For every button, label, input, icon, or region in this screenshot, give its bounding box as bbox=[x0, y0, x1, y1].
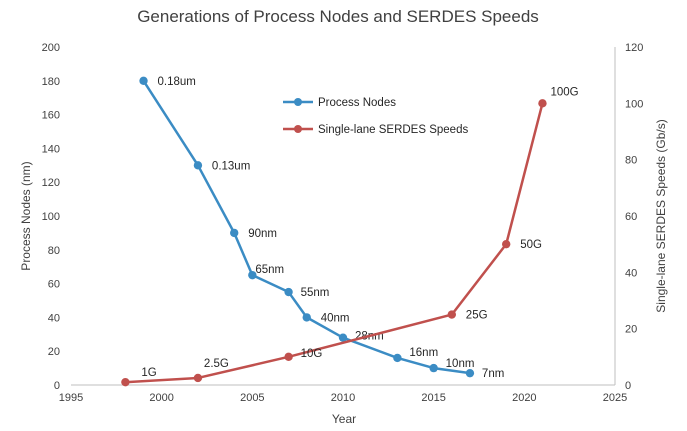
chart-title: Generations of Process Nodes and SERDES … bbox=[137, 7, 539, 26]
x-tick-labels: 1995 2000 2005 2010 2015 2020 2025 bbox=[59, 392, 627, 404]
legend-label-process-nodes: Process Nodes bbox=[318, 97, 396, 109]
y-right-tick-label: 120 bbox=[625, 42, 643, 54]
data-point bbox=[284, 287, 293, 297]
data-point bbox=[393, 353, 402, 363]
y-left-tick-labels: 0 20 40 60 80 100 120 140 160 180 200 bbox=[42, 42, 60, 392]
x-tick-label: 2000 bbox=[149, 392, 173, 404]
series-process-nodes: 0.18um0.13um90nm65nm55nm40nm28nm16nm10nm… bbox=[139, 76, 504, 380]
y-right-axis-label: Single-lane SERDES Speeds (Gb/s) bbox=[654, 119, 668, 312]
data-label: 0.13um bbox=[212, 160, 250, 172]
axes bbox=[71, 47, 616, 386]
series-line bbox=[125, 103, 544, 384]
data-point bbox=[284, 352, 293, 362]
y-left-axis-label: Process Nodes (nm) bbox=[19, 161, 33, 270]
y-left-tick-label: 120 bbox=[42, 177, 60, 189]
data-label: 0.18um bbox=[158, 76, 196, 88]
y-left-tick-label: 140 bbox=[42, 143, 60, 155]
data-point bbox=[465, 368, 475, 378]
y-left-tick-label: 180 bbox=[42, 76, 60, 88]
x-tick-label: 2010 bbox=[331, 392, 355, 404]
y-right-tick-label: 0 bbox=[625, 380, 631, 392]
y-left-tick-label: 200 bbox=[42, 42, 60, 54]
x-axis-label: Year bbox=[332, 412, 356, 426]
y-right-tick-label: 40 bbox=[625, 267, 637, 279]
legend-label-serdes: Single-lane SERDES Speeds bbox=[318, 124, 468, 136]
data-point bbox=[230, 228, 239, 238]
x-tick-label: 1995 bbox=[59, 392, 83, 404]
x-tick-label: 2015 bbox=[421, 392, 445, 404]
data-label: 2.5G bbox=[204, 358, 229, 370]
y-right-tick-label: 20 bbox=[625, 324, 637, 336]
data-label: 16nm bbox=[409, 347, 438, 359]
data-label: 25G bbox=[466, 310, 488, 322]
x-tick-label: 2025 bbox=[603, 392, 627, 404]
series-line bbox=[142, 80, 471, 375]
data-point bbox=[302, 313, 311, 322]
data-point bbox=[193, 161, 203, 170]
y-left-tick-label: 0 bbox=[54, 380, 60, 392]
data-point bbox=[502, 239, 511, 249]
series-serdes-speeds: 1G 2.5G 10G 25G 50G 100G bbox=[121, 86, 579, 387]
data-point bbox=[248, 270, 257, 280]
x-tick-label: 2020 bbox=[512, 392, 536, 404]
y-left-tick-label: 60 bbox=[48, 279, 60, 291]
legend-marker-serdes bbox=[294, 125, 302, 133]
y-left-tick-label: 40 bbox=[48, 312, 60, 324]
y-left-tick-label: 160 bbox=[42, 110, 60, 122]
legend: Process Nodes Single-lane SERDES Speeds bbox=[283, 97, 468, 136]
data-label: 7nm bbox=[482, 368, 504, 380]
y-left-tick-label: 20 bbox=[48, 346, 60, 358]
y-right-tick-labels: 0 20 40 60 80 100 120 bbox=[625, 42, 643, 392]
data-label: 10G bbox=[301, 348, 323, 360]
data-point bbox=[447, 310, 456, 319]
data-point bbox=[338, 333, 348, 342]
data-label: 100G bbox=[550, 86, 578, 98]
y-right-tick-label: 60 bbox=[625, 211, 637, 223]
legend-marker-process-nodes bbox=[294, 98, 302, 106]
data-label: 1G bbox=[141, 367, 156, 379]
data-label: 40nm bbox=[321, 312, 350, 324]
data-label: 90nm bbox=[248, 228, 277, 240]
data-point bbox=[139, 76, 148, 86]
data-point bbox=[538, 99, 547, 108]
y-right-tick-label: 80 bbox=[625, 155, 637, 167]
x-tick-label: 2005 bbox=[240, 392, 264, 404]
series-layer: 0.18um0.13um90nm65nm55nm40nm28nm16nm10nm… bbox=[121, 76, 579, 387]
data-point bbox=[429, 363, 438, 373]
y-left-tick-label: 100 bbox=[42, 211, 60, 223]
data-label: 10nm bbox=[446, 358, 475, 370]
data-label: 50G bbox=[520, 239, 542, 251]
data-point bbox=[193, 373, 203, 383]
data-label: 55nm bbox=[301, 287, 330, 299]
y-right-tick-label: 100 bbox=[625, 98, 643, 110]
y-left-tick-label: 80 bbox=[48, 245, 60, 257]
data-point bbox=[121, 377, 130, 387]
data-label: 65nm bbox=[255, 264, 284, 276]
